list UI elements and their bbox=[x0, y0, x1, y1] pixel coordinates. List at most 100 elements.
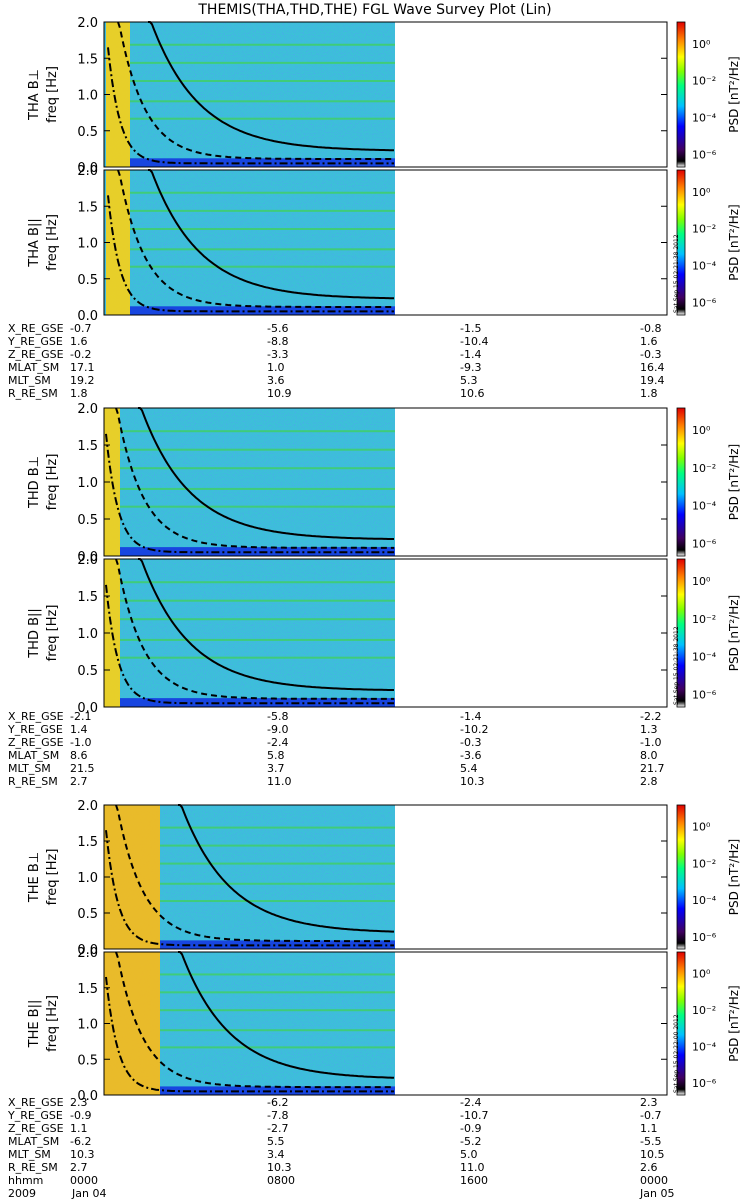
eph-value-2-4-0: 10.3 bbox=[70, 1148, 95, 1161]
ytick-label-0-2: 1.0 bbox=[77, 89, 98, 104]
eph-value-2-3-2: -5.2 bbox=[460, 1135, 482, 1148]
harmonic-band-0-3 bbox=[130, 100, 395, 103]
date-end: Jan 05 bbox=[640, 1187, 675, 1200]
eph-label-0-2: Z_RE_GSE bbox=[8, 348, 64, 361]
ytick-label-2-1: 0.5 bbox=[77, 513, 98, 528]
harmonic-band-2-0 bbox=[120, 430, 395, 433]
eph-label-0-4: MLT_SM bbox=[8, 374, 51, 387]
curve-solid-2 bbox=[138, 407, 394, 540]
ytick-label-0-4: 2.0 bbox=[77, 16, 98, 31]
harmonic-band-1-4 bbox=[130, 265, 395, 268]
eph-label-1-2: Z_RE_GSE bbox=[8, 736, 64, 749]
colorbar-tick-5-1: 10⁻² bbox=[692, 1004, 716, 1017]
eph-value-2-6-2: 1600 bbox=[460, 1174, 488, 1187]
colorbar-label-4: PSD [nT²/Hz] bbox=[727, 839, 741, 915]
colorbar-tick-3-3: 10⁻⁶ bbox=[692, 688, 717, 701]
colorbar-4 bbox=[676, 804, 686, 950]
colorbar-tick-0-2: 10⁻⁴ bbox=[692, 112, 717, 125]
ytick-label-3-2: 1.0 bbox=[77, 627, 98, 642]
lowfreq-strip-5 bbox=[160, 1086, 395, 1095]
eph-value-1-3-1: 5.8 bbox=[267, 749, 285, 762]
eph-value-0-4-2: 5.3 bbox=[460, 374, 478, 387]
eph-value-0-2-2: -1.4 bbox=[460, 348, 482, 361]
lowfreq-strip-1 bbox=[130, 306, 395, 315]
ytick-label-5-2: 1.0 bbox=[77, 1018, 98, 1033]
ytick-label-2-3: 1.5 bbox=[77, 439, 98, 454]
eph-label-2-4: MLT_SM bbox=[8, 1148, 51, 1161]
harmonic-band-3-2 bbox=[120, 618, 395, 621]
eph-value-0-0-3: -0.8 bbox=[640, 322, 662, 335]
colorbar-tick-2-2: 10⁻⁴ bbox=[692, 500, 717, 513]
curve-dashdot-3 bbox=[105, 584, 394, 705]
eph-value-2-5-3: 2.6 bbox=[640, 1161, 658, 1174]
colorbar-tick-5-0: 10⁰ bbox=[692, 967, 711, 980]
ytick-label-5-0: 0.0 bbox=[77, 1089, 98, 1104]
eph-value-0-1-0: 1.6 bbox=[70, 335, 88, 348]
harmonic-band-0-1 bbox=[130, 61, 395, 64]
harmonic-band-4-0 bbox=[160, 826, 395, 829]
eph-value-1-4-2: 5.4 bbox=[460, 762, 478, 775]
colorbar-tick-4-1: 10⁻² bbox=[692, 857, 716, 870]
eph-value-1-5-2: 10.3 bbox=[460, 775, 485, 788]
eph-value-2-4-3: 10.5 bbox=[640, 1148, 665, 1161]
colorbar-tick-1-1: 10⁻² bbox=[692, 223, 716, 236]
curve-solid-5 bbox=[178, 951, 395, 1079]
eph-value-2-0-1: -6.2 bbox=[267, 1096, 289, 1109]
eph-label-2-0: X_RE_GSE bbox=[8, 1096, 64, 1109]
colorbar-tick-3-2: 10⁻⁴ bbox=[692, 651, 717, 664]
ytick-label-1-2: 1.0 bbox=[77, 237, 98, 252]
ytick-label-0-3: 1.5 bbox=[77, 52, 98, 67]
eph-value-0-5-3: 1.8 bbox=[640, 387, 658, 400]
eph-label-0-1: Y_RE_GSE bbox=[8, 335, 63, 348]
eph-value-0-5-2: 10.6 bbox=[460, 387, 485, 400]
eph-value-0-5-0: 1.8 bbox=[70, 387, 88, 400]
colorbar-0 bbox=[676, 21, 686, 168]
colorbar-tick-4-3: 10⁻⁶ bbox=[692, 931, 717, 944]
eph-value-1-2-2: -0.3 bbox=[460, 736, 482, 749]
harmonic-band-3-3 bbox=[120, 638, 395, 641]
timestamp-1: Sat Sep 15 02:21:38 2012 bbox=[673, 234, 680, 313]
curve-solid-3 bbox=[138, 558, 394, 691]
eph-value-0-4-1: 3.6 bbox=[267, 374, 285, 387]
colorbar-tick-4-2: 10⁻⁴ bbox=[692, 894, 717, 907]
eph-value-1-5-1: 11.0 bbox=[267, 775, 292, 788]
harmonic-band-1-0 bbox=[130, 191, 395, 194]
colorbar-tick-0-0: 10⁰ bbox=[692, 38, 711, 51]
eph-value-1-4-0: 21.5 bbox=[70, 762, 95, 775]
lowfreq-strip-3 bbox=[120, 698, 395, 707]
ylabel-5: THE B|| bbox=[27, 1000, 42, 1049]
lowfreq-strip-4 bbox=[160, 940, 395, 949]
curve-dashdot-1 bbox=[107, 195, 394, 313]
eph-label-2-3: MLAT_SM bbox=[8, 1135, 60, 1148]
eph-value-0-2-1: -3.3 bbox=[267, 348, 289, 361]
eph-value-1-3-0: 8.6 bbox=[70, 749, 88, 762]
spectrum-noise-0 bbox=[104, 22, 395, 167]
eph-value-1-3-2: -3.6 bbox=[460, 749, 482, 762]
ytick-label-0-0: 0.0 bbox=[77, 161, 98, 176]
yunit-2: freq [Hz] bbox=[45, 454, 60, 511]
eph-value-1-5-3: 2.8 bbox=[640, 775, 658, 788]
colorbar-tick-3-1: 10⁻² bbox=[692, 613, 716, 626]
eph-label-0-3: MLAT_SM bbox=[8, 361, 60, 374]
eph-value-1-4-3: 21.7 bbox=[640, 762, 665, 775]
curve-dashdot-0 bbox=[107, 47, 394, 165]
colorbar-label-5: PSD [nT²/Hz] bbox=[727, 985, 741, 1061]
ytick-label-5-4: 2.0 bbox=[77, 946, 98, 961]
eph-value-1-2-3: -1.0 bbox=[640, 736, 662, 749]
eph-label-1-3: MLAT_SM bbox=[8, 749, 60, 762]
harmonic-band-0-4 bbox=[130, 117, 395, 120]
eph-label-1-4: MLT_SM bbox=[8, 762, 51, 775]
eph-label-2-1: Y_RE_GSE bbox=[8, 1109, 63, 1122]
eph-value-1-0-1: -5.8 bbox=[267, 710, 289, 723]
eph-value-0-2-3: -0.3 bbox=[640, 348, 662, 361]
hot-region-tint-4 bbox=[104, 805, 160, 949]
lowfreq-strip-0 bbox=[130, 158, 395, 167]
eph-value-2-5-0: 2.7 bbox=[70, 1161, 88, 1174]
eph-value-0-1-2: -10.4 bbox=[460, 335, 489, 348]
ytick-label-2-2: 1.0 bbox=[77, 476, 98, 491]
harmonic-band-0-2 bbox=[130, 80, 395, 82]
yunit-1: freq [Hz] bbox=[45, 214, 60, 271]
colorbar-2 bbox=[676, 407, 686, 557]
eph-value-0-3-0: 17.1 bbox=[70, 361, 95, 374]
eph-value-2-0-0: 2.3 bbox=[70, 1096, 88, 1109]
